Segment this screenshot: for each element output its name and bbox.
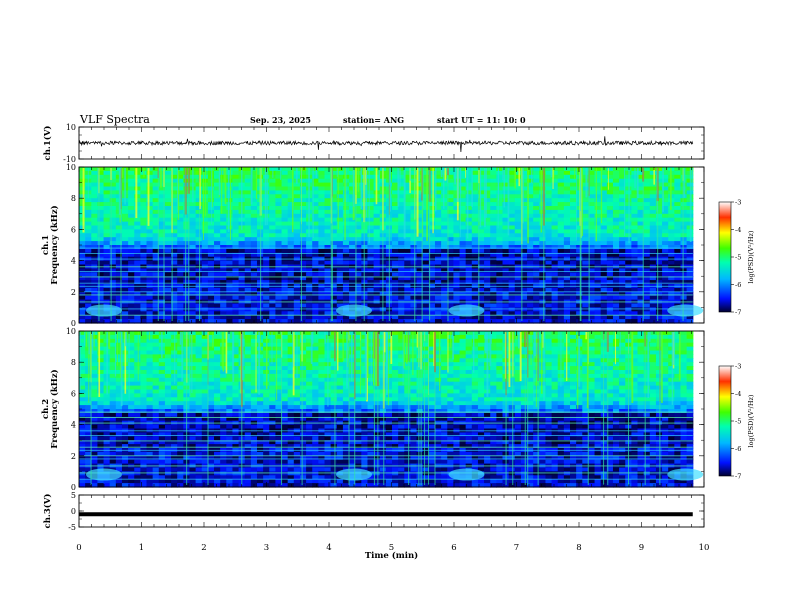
colorbar-tick-label: -4 [735, 226, 741, 234]
x-axis-label: Time (min) [365, 550, 418, 561]
x-tick-label: 1 [139, 543, 144, 553]
x-tick-label: 4 [326, 543, 331, 553]
colorbar-tick-label: -6 [735, 445, 741, 453]
colorbar-tick-label: -7 [735, 309, 741, 317]
colorbar-tick-label: -3 [735, 199, 741, 207]
y-tick-label: 8 [71, 358, 76, 367]
colorbar-tick-label: -6 [735, 281, 741, 289]
y-tick-label: -10 [63, 155, 76, 164]
ch1-waveform-ylabel: ch.1(V) [42, 126, 53, 161]
x-tick-label: 0 [76, 543, 81, 553]
x-tick-label: 7 [514, 543, 519, 553]
y-tick-label: 6 [71, 225, 76, 234]
ch3-waveform-ylabel: ch.3(V) [42, 494, 53, 529]
x-tick-label: 3 [264, 543, 269, 553]
colorbar-tick-label: -4 [735, 390, 741, 398]
y-tick-label: 0 [71, 507, 76, 516]
colorbar-tick-label: -3 [735, 363, 741, 371]
colorbar-tick-label: -5 [735, 254, 741, 262]
y-tick-label: 4 [71, 421, 76, 430]
colorbar-tick-label: -7 [735, 473, 741, 481]
y-tick-label: 0 [71, 483, 76, 492]
start-time-label: start UT = 11: 10: 0 [437, 115, 526, 125]
station-label: station= ANG [343, 115, 405, 125]
y-tick-label: 2 [71, 452, 76, 461]
x-tick-label: 5 [389, 543, 394, 553]
colorbar-label: log(PSD)(V²/Hz) [747, 230, 755, 283]
ch2-spectrogram-ylabel: Frequency (kHz) [49, 369, 60, 448]
y-tick-label: 2 [71, 288, 76, 297]
x-tick-label: 10 [699, 543, 710, 553]
ch2-spectrogram-colorbar [718, 365, 732, 477]
y-tick-label: 6 [71, 389, 76, 398]
ch1-spectrogram-colorbar [718, 201, 732, 313]
y-tick-label: 8 [71, 194, 76, 203]
y-tick-label: 5 [71, 491, 76, 500]
x-tick-label: 2 [201, 543, 206, 553]
y-tick-label: 0 [71, 319, 76, 328]
date-label: Sep. 23, 2025 [250, 115, 311, 125]
ch2-spectrogram-image [78, 331, 704, 488]
x-tick-label: 8 [576, 543, 581, 553]
y-tick-label: 10 [66, 123, 76, 132]
colorbar-label: log(PSD)(V²/Hz) [747, 394, 755, 447]
y-tick-label: 4 [71, 257, 76, 266]
ch1-spectrogram-image [79, 167, 704, 324]
ch1-spectrogram-ylabel: ch.1 [41, 235, 51, 255]
colorbar-tick-label: -5 [735, 418, 741, 426]
x-tick-label: 9 [639, 543, 644, 553]
ch1-waveform-trace [78, 136, 694, 153]
ch2-spectrogram-ylabel: ch.2 [41, 399, 51, 419]
x-tick-label: 6 [451, 543, 456, 553]
figure-title: VLF Spectra [80, 113, 150, 126]
y-tick-label: 10 [66, 327, 76, 336]
ch1-spectrogram-ylabel: Frequency (kHz) [49, 205, 60, 284]
y-tick-label: -5 [68, 523, 76, 532]
y-tick-label: 10 [66, 163, 76, 172]
